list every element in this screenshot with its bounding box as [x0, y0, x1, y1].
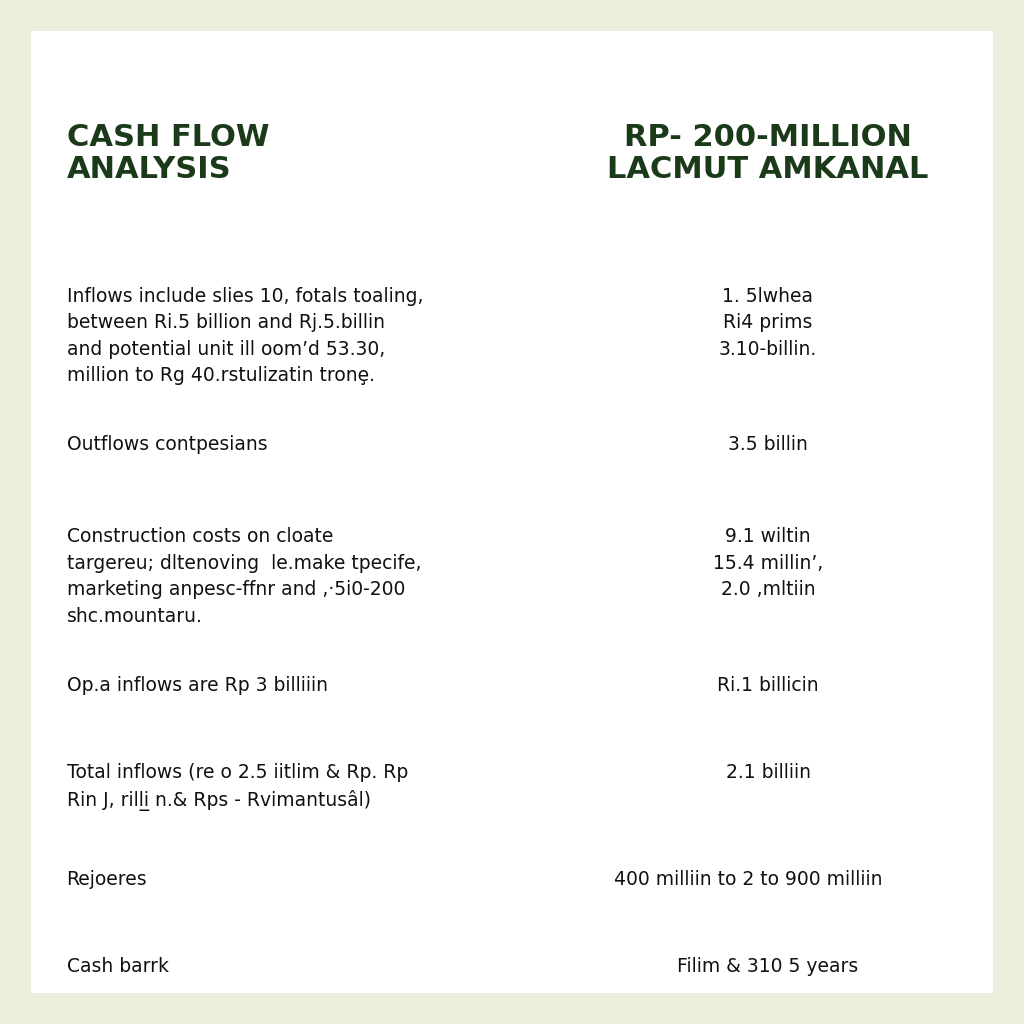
Text: 1. 5lwhea
Ri4 prims
3.10-billin.: 1. 5lwhea Ri4 prims 3.10-billin. — [719, 287, 817, 358]
Text: Rejoeres: Rejoeres — [67, 870, 147, 890]
Text: Op.a inflows are Rp 3 billiiin: Op.a inflows are Rp 3 billiiin — [67, 676, 328, 695]
Text: Total inflows (re o 2.5 iitlim & Rp. Rp
Rin J, rilli̲ n.& Rps - Rvimantusâl): Total inflows (re o 2.5 iitlim & Rp. Rp … — [67, 763, 408, 811]
Text: Construction costs on cloate
targereu; dltenoving  le.make tpecife,
marketing an: Construction costs on cloate targereu; d… — [67, 527, 421, 626]
Text: RP- 200-MILLION
LACMUT AMKANAL: RP- 200-MILLION LACMUT AMKANAL — [607, 123, 929, 184]
Text: Filim & 310 5 years: Filim & 310 5 years — [677, 957, 859, 977]
Text: 400 milliin to 2 to 900 milliin: 400 milliin to 2 to 900 milliin — [614, 870, 883, 890]
Text: 2.1 billiin: 2.1 billiin — [725, 763, 811, 782]
Text: Cash barrk: Cash barrk — [67, 957, 169, 977]
Text: Ri.1 billicin: Ri.1 billicin — [717, 676, 819, 695]
Text: CASH FLOW
ANALYSIS: CASH FLOW ANALYSIS — [67, 123, 269, 184]
Text: 9.1 wiltin
15.4 millin’,
2.0 ,mltiin: 9.1 wiltin 15.4 millin’, 2.0 ,mltiin — [713, 527, 823, 599]
Text: Inflows include slies 10, fotals toaling,
between Ri.5 billion and Rj.5.billin
a: Inflows include slies 10, fotals toaling… — [67, 287, 423, 385]
Text: 3.5 billin: 3.5 billin — [728, 435, 808, 455]
Text: Outflows contpesians: Outflows contpesians — [67, 435, 267, 455]
